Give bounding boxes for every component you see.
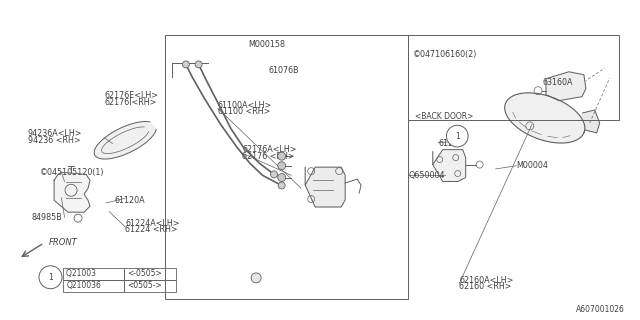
- Text: Q210036: Q210036: [67, 281, 101, 290]
- Polygon shape: [433, 150, 466, 181]
- Bar: [63, 280, 124, 292]
- Text: M00004: M00004: [516, 161, 548, 170]
- Polygon shape: [94, 122, 156, 159]
- Text: 61224 <RH>: 61224 <RH>: [125, 225, 178, 234]
- Text: 61264: 61264: [438, 139, 463, 148]
- Polygon shape: [54, 172, 90, 212]
- Text: 62176 <RH>: 62176 <RH>: [242, 152, 294, 161]
- Circle shape: [278, 182, 285, 189]
- Text: <BACK DOOR>: <BACK DOOR>: [415, 113, 473, 122]
- Text: 62176A<LH>: 62176A<LH>: [242, 145, 296, 154]
- Text: 61120A: 61120A: [115, 196, 145, 205]
- Text: 62176I<RH>: 62176I<RH>: [104, 98, 157, 107]
- Polygon shape: [505, 93, 585, 143]
- Circle shape: [278, 173, 285, 181]
- Text: M000158: M000158: [248, 40, 285, 49]
- Text: ©047106160(2): ©047106160(2): [413, 50, 477, 59]
- Text: 84985B: 84985B: [31, 213, 62, 222]
- Text: Q650004: Q650004: [408, 171, 445, 180]
- Text: Q21003: Q21003: [67, 269, 99, 278]
- Circle shape: [271, 171, 278, 178]
- Polygon shape: [305, 167, 345, 207]
- Bar: [63, 268, 124, 280]
- Bar: [124, 280, 176, 292]
- Text: 94236 <RH>: 94236 <RH>: [28, 136, 80, 145]
- Text: A607001026: A607001026: [577, 305, 625, 314]
- Text: 62176E<LH>: 62176E<LH>: [104, 91, 158, 100]
- Text: 94236A<LH>: 94236A<LH>: [28, 129, 82, 138]
- Circle shape: [182, 61, 189, 68]
- Text: 1: 1: [455, 132, 460, 140]
- Circle shape: [278, 162, 285, 170]
- Bar: [166, 35, 408, 299]
- Text: 1: 1: [48, 273, 53, 282]
- Bar: [408, 35, 619, 120]
- Text: 61100A<LH>: 61100A<LH>: [218, 101, 272, 110]
- Text: 62160 <RH>: 62160 <RH>: [460, 282, 512, 291]
- Text: ©045105120(1): ©045105120(1): [40, 168, 105, 177]
- Polygon shape: [546, 72, 586, 101]
- Text: 63160A: 63160A: [542, 78, 573, 87]
- Bar: [124, 268, 176, 280]
- Text: 62160A<LH>: 62160A<LH>: [460, 276, 513, 285]
- Circle shape: [39, 266, 62, 289]
- Text: 61076B: 61076B: [269, 66, 300, 75]
- Text: 61100 <RH>: 61100 <RH>: [218, 107, 270, 116]
- Circle shape: [278, 152, 285, 160]
- Text: <0505->: <0505->: [127, 281, 162, 290]
- Circle shape: [447, 125, 468, 147]
- Circle shape: [195, 61, 202, 68]
- Text: 61224A<LH>: 61224A<LH>: [125, 219, 180, 228]
- Circle shape: [251, 273, 261, 283]
- Text: <-0505>: <-0505>: [127, 269, 162, 278]
- Text: FRONT: FRONT: [49, 238, 77, 247]
- Polygon shape: [582, 110, 600, 133]
